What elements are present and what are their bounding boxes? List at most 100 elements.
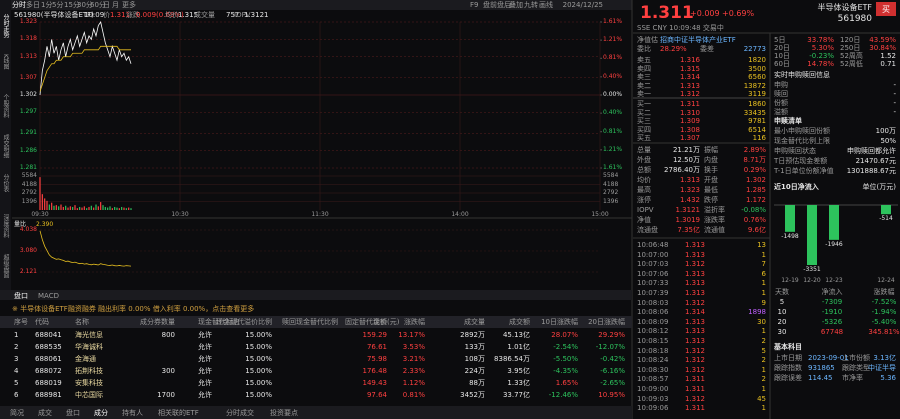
buy-label[interactable]: 买 — [882, 5, 890, 14]
trade-time: 10:09:00 — [637, 385, 669, 393]
column-header[interactable]: 现金替代溢价比例 — [216, 318, 272, 326]
bottom-tab[interactable]: 分时成交 — [226, 409, 254, 417]
column-header[interactable]: 现金替代标志 — [198, 318, 240, 326]
panel-tab[interactable]: 盘口 — [14, 292, 28, 300]
column-header[interactable]: 名称 — [75, 318, 89, 326]
book-price: 1.314 — [679, 73, 700, 81]
side-tab[interactable]: 深度资料 — [2, 214, 9, 238]
period-tab[interactable]: 日 — [103, 1, 110, 9]
side-bar — [0, 0, 11, 290]
stat-field: 跌停 — [704, 196, 718, 204]
bottom-tab[interactable]: 盘口 — [66, 409, 80, 417]
quote-field: 招商中证半导体产业ETF — [660, 36, 736, 44]
x-tick-label: 14:00 — [451, 211, 469, 218]
column-header[interactable]: 序号 — [14, 318, 28, 326]
trade-volume: 7 — [761, 260, 766, 269]
trade-price: 1.311 — [684, 385, 705, 393]
period-tab[interactable]: 分时 — [12, 1, 26, 9]
stat-field: 2786.40万 — [664, 166, 700, 174]
volume-bar — [44, 198, 46, 210]
table-cell: -7309 — [821, 298, 843, 306]
period-tab[interactable]: 60分 — [90, 1, 106, 9]
column-header[interactable]: 10日涨跌幅 — [541, 318, 578, 326]
info-item: 1.315 — [178, 11, 199, 19]
table-cell: 15.00% — [245, 391, 272, 399]
info-item: 757 — [226, 11, 240, 19]
period-tab[interactable]: 15分 — [64, 1, 80, 9]
panel-tab[interactable]: MACD — [38, 292, 59, 300]
price-line — [39, 21, 132, 96]
perf-field: 43.59% — [869, 36, 896, 44]
period-tab[interactable]: 30分 — [77, 1, 93, 9]
trade-price: 1.312 — [684, 260, 705, 269]
y-tick-label: 1396 — [603, 197, 619, 205]
table-cell: 华海诚科 — [75, 343, 103, 351]
notice[interactable]: ※ 半导体设备ETF融资融券 融出利率 0.00% 借入利率 0.00%，点击查… — [12, 305, 255, 313]
bottom-tab[interactable]: 相关联的ETF — [158, 409, 199, 417]
bottom-tab[interactable]: 投资要点 — [270, 409, 298, 417]
column-header[interactable]: 20日涨跌幅 — [588, 318, 625, 326]
period-tab[interactable]: 1分 — [41, 1, 53, 9]
table-cell: -1.94% — [871, 308, 897, 316]
side-tab[interactable]: 个股资料 — [2, 94, 9, 118]
tool-button[interactable]: 九转 — [524, 1, 538, 9]
column-header[interactable]: 成交量 — [464, 318, 485, 326]
tool-button[interactable]: 盘前盘后 — [483, 1, 511, 9]
list-value: 申购赎回都允许 — [847, 147, 896, 155]
side-tab[interactable]: 超级盘面 — [2, 254, 9, 278]
bottom-tab[interactable]: 成分 — [94, 409, 108, 417]
table-cell: 20 — [777, 318, 787, 326]
column-header[interactable]: 固定替代金额(元) — [345, 318, 400, 326]
buy-button[interactable] — [876, 2, 896, 16]
trade-time: 10:07:06 — [637, 269, 669, 278]
y-tick-label: 1.323 — [19, 18, 37, 25]
table-cell: 300 — [161, 367, 175, 375]
column-header: 天数 — [775, 288, 789, 296]
column-header[interactable]: 赎回现金替代比例 — [282, 318, 338, 326]
period-tab[interactable]: 月 — [112, 1, 119, 9]
side-tab[interactable]: K线图 — [2, 54, 9, 70]
table-cell: 688019 — [35, 379, 62, 387]
period-tab[interactable]: 更多 — [122, 1, 136, 9]
tool-button[interactable]: 画线 — [539, 1, 553, 9]
trade-price: 1.314 — [684, 308, 705, 317]
x-tick-label: 12-23 — [825, 277, 843, 284]
period-tab[interactable]: 多日 — [26, 1, 40, 9]
trade-volume: 1 — [761, 404, 766, 413]
change: +0.009 — [690, 9, 720, 18]
column-header[interactable]: 成交额 — [509, 318, 530, 326]
side-tab[interactable]: 分时走势 — [2, 14, 9, 38]
book-volume: 3500 — [748, 64, 766, 73]
volume-bar — [90, 205, 92, 210]
basic-field: 跟踪误差 — [774, 374, 802, 382]
volume-bar — [128, 207, 130, 210]
info-item: 10:09 — [84, 11, 105, 19]
column-header[interactable]: 代码 — [35, 318, 49, 326]
tool-button[interactable]: F9 — [470, 1, 479, 9]
bottom-tab[interactable]: 成交 — [38, 409, 52, 417]
stat-field: 换手 — [704, 166, 718, 174]
period-tab[interactable]: 5分 — [52, 1, 64, 9]
list-value: 100万 — [875, 127, 896, 135]
bottom-tab[interactable]: 简况 — [10, 409, 24, 417]
column-header[interactable]: 现价 — [373, 318, 387, 326]
volume-bar — [48, 204, 50, 210]
column-header[interactable]: 成分券数量 — [140, 318, 175, 326]
y2-tick-label: 1.21% — [603, 36, 623, 44]
tool-button[interactable]: 叠加 — [509, 1, 523, 9]
perf-field: 33.78% — [807, 36, 834, 44]
table-cell: 中芯国际 — [75, 391, 103, 399]
column-header[interactable]: 涨跌幅 — [404, 318, 425, 326]
side-tab[interactable]: 成交明细 — [2, 134, 9, 158]
info-item: 0.009(0.69%) — [136, 11, 184, 19]
side-tab[interactable]: 分价表 — [2, 174, 9, 192]
bottom-tab[interactable]: 持有人 — [122, 409, 143, 417]
y-tick-label: 1.302 — [19, 91, 37, 98]
table-cell: 688981 — [35, 391, 62, 399]
trade-volume: 45 — [757, 394, 766, 403]
info-item: 均价 — [165, 11, 179, 19]
volume-bar — [97, 206, 99, 210]
table-cell: 688072 — [35, 367, 62, 375]
trade-time: 10:08:57 — [637, 375, 669, 384]
data-label: -3351 — [803, 266, 821, 273]
